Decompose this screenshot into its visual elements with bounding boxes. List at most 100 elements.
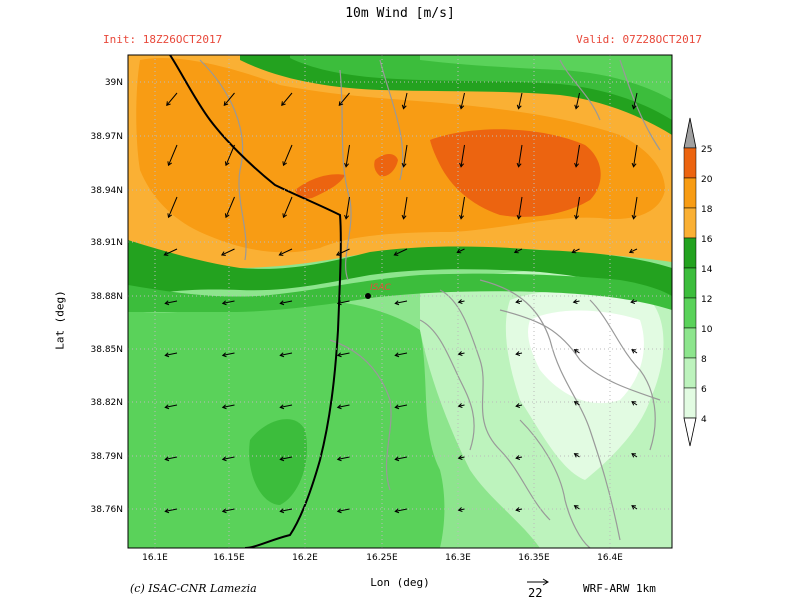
wind-arrow — [225, 196, 235, 218]
wind-arrow-head — [515, 351, 521, 357]
colorbar-over-triangle — [683, 117, 697, 149]
colorbar-label: 12 — [701, 295, 712, 305]
wind-arrow — [283, 144, 293, 166]
wind-arrow — [280, 508, 293, 512]
wind-arrow — [395, 404, 408, 408]
wind-arrow-head — [224, 161, 230, 167]
wind-vectors — [163, 92, 638, 514]
init-time: Init: 18Z26OCT2017 — [103, 33, 223, 46]
wind-arrow — [165, 456, 178, 460]
wind-arrow — [573, 300, 580, 303]
wind-arrow — [514, 248, 523, 253]
wind-arrow-head — [221, 352, 227, 358]
wind-arrow-head — [279, 456, 285, 462]
wind-arrow — [222, 352, 235, 356]
wind-arrow-head — [573, 349, 579, 354]
wind-arrow-head — [628, 248, 634, 254]
wind-arrow-head — [459, 104, 465, 110]
wind-arrow — [222, 508, 235, 512]
wind-arrow-head — [336, 300, 342, 306]
wind-arrow-head — [457, 403, 463, 409]
y-tick-label: 38.97N — [91, 132, 124, 142]
wind-arrow — [395, 456, 408, 460]
model-name: WRF-ARW 1km — [583, 582, 656, 595]
wind-arrow — [516, 352, 523, 355]
wind-arrow-head — [335, 251, 341, 256]
wind-arrow-head — [573, 453, 579, 458]
wind-arrow-head — [336, 352, 342, 358]
wind-arrow — [574, 453, 580, 458]
wind-arrow-head — [394, 456, 400, 462]
wind-arrow — [168, 196, 178, 218]
coastline — [169, 55, 342, 548]
wind-arrow-head — [573, 505, 579, 510]
x-axis-label: Lon (deg) — [370, 576, 430, 589]
wind-arrow-head — [457, 455, 463, 461]
wind-arrow-head — [401, 214, 407, 220]
y-ticks: 39N 38.97N 38.94N 38.91N 38.88N 38.85N 3… — [91, 78, 124, 515]
wind-arrow — [395, 300, 408, 304]
wind-arrow-head — [163, 251, 169, 256]
wind-arrow — [575, 92, 580, 109]
wind-arrow-head — [631, 214, 637, 220]
wind-arrow — [458, 508, 465, 511]
wind-arrow — [633, 196, 638, 219]
wind-arrow-head — [574, 104, 580, 110]
wind-arrow — [516, 404, 523, 407]
wind-arrow — [458, 456, 465, 459]
wind-arrow-head — [457, 299, 463, 305]
wind-arrow — [518, 196, 523, 219]
colorbar-swatch — [683, 207, 697, 239]
wind-arrow-head — [572, 299, 578, 305]
wind-arrow-head — [282, 213, 287, 219]
colorbar-under-triangle — [683, 417, 697, 447]
wind-arrow-head — [515, 507, 521, 513]
x-tick-label: 16.3E — [445, 553, 471, 563]
wind-arrow — [337, 352, 350, 356]
wind-arrow — [574, 349, 580, 354]
wind-arrow — [337, 404, 350, 408]
station-marker — [365, 293, 371, 299]
wind-arrow — [165, 404, 178, 408]
wind-arrow — [222, 404, 235, 408]
valid-time: Valid: 07Z28OCT2017 — [576, 33, 702, 46]
wind-arrow — [403, 196, 408, 219]
y-tick-label: 38.91N — [91, 238, 124, 248]
shade-16-18-band — [128, 240, 672, 300]
wind-arrow — [279, 248, 293, 256]
wind-arrow-head — [631, 104, 637, 110]
y-tick-label: 38.82N — [91, 398, 124, 408]
colorbar-label: 10 — [701, 325, 713, 335]
colorbar-swatch — [683, 147, 697, 179]
wind-arrow-head — [631, 505, 637, 510]
colorbar-label: 6 — [701, 385, 707, 395]
colorbar-swatch — [683, 327, 697, 359]
wind-arrow-head — [278, 251, 284, 256]
wind-arrow — [633, 92, 638, 109]
wind-arrow — [631, 453, 638, 458]
wind-arrow-head — [393, 251, 399, 256]
wind-arrow — [337, 456, 350, 460]
wind-arrow-head — [279, 300, 285, 306]
wind-arrow — [345, 196, 350, 219]
wind-arrow — [225, 144, 235, 166]
wind-arrow-head — [573, 401, 579, 406]
wind-arrow — [458, 352, 465, 355]
wind-arrow — [460, 196, 465, 219]
wind-arrow-head — [394, 352, 400, 358]
wind-arrow-head — [223, 101, 229, 107]
wind-arrow — [403, 144, 408, 167]
x-tick-label: 16.1E — [142, 553, 168, 563]
colorbar: 25 20 18 16 14 12 10 8 6 4 — [683, 117, 713, 447]
wind-arrow-head — [221, 456, 227, 462]
wind-arrow — [337, 508, 350, 512]
wind-arrow-head — [631, 453, 637, 458]
wind-arrow — [516, 300, 523, 303]
x-tick-label: 16.4E — [597, 553, 623, 563]
wind-arrow — [460, 144, 465, 167]
shade-25-core-west — [295, 174, 345, 199]
wind-arrow-head — [344, 214, 350, 220]
wind-arrow — [338, 92, 350, 106]
wind-arrow — [518, 144, 523, 167]
wind-arrow — [222, 456, 235, 460]
